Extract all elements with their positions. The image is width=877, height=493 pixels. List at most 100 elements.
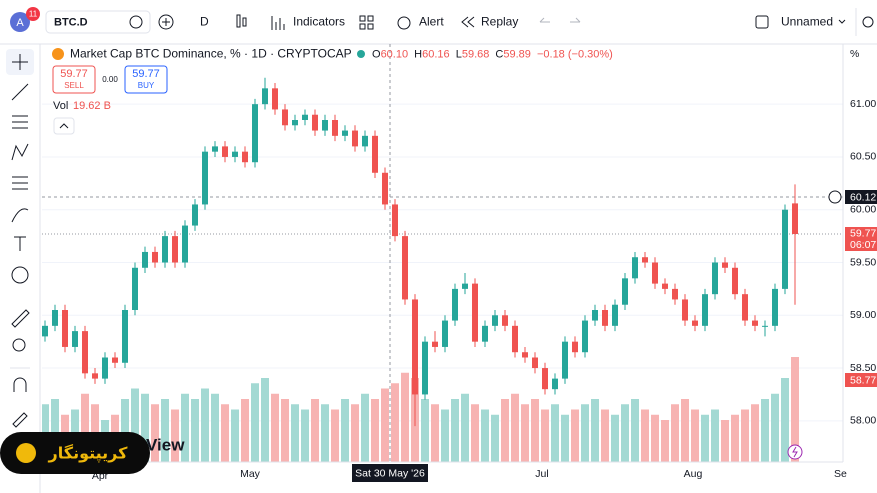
volume-bar <box>311 399 319 462</box>
volume-bar <box>201 388 209 462</box>
volume-bar <box>531 399 539 462</box>
volume-bar <box>381 388 389 462</box>
volume-bar <box>561 414 569 462</box>
volume-bar <box>601 409 609 462</box>
sell-price: 59.77 <box>60 68 88 80</box>
volume-bar <box>551 404 559 462</box>
events-bolt <box>792 446 798 458</box>
volume-bar <box>691 409 699 462</box>
trend-line-tool[interactable] <box>11 83 29 101</box>
volume-bar <box>171 409 179 462</box>
alert-button[interactable]: Alert <box>419 15 444 29</box>
volume-bar <box>721 420 729 462</box>
plus-button[interactable] <box>828 190 842 204</box>
candle-body <box>252 104 258 163</box>
fib-tool[interactable] <box>12 115 28 129</box>
candle-body <box>512 325 518 353</box>
candle-body <box>682 299 688 321</box>
candle-body <box>82 331 88 374</box>
volume-bar <box>791 357 799 462</box>
volume-bar <box>641 409 649 462</box>
price-ticks: 58.00 58.50 59.00 59.50 60.00 60.50 61.00 <box>850 98 876 427</box>
chevron <box>838 19 846 24</box>
h-value: 60.16 <box>422 48 450 60</box>
candle-body <box>532 357 538 369</box>
layout-box[interactable] <box>755 15 769 29</box>
candle-body <box>392 204 398 237</box>
candle-body <box>522 352 528 358</box>
candle-body <box>432 341 438 347</box>
candle-body <box>302 114 308 120</box>
candle-body <box>312 114 318 131</box>
symbol-logo <box>52 48 64 60</box>
compare-icon[interactable] <box>129 15 143 29</box>
alert-icon <box>397 16 411 30</box>
candle-body <box>332 120 338 136</box>
countdown: 06:07 <box>850 239 876 251</box>
o-label: O <box>372 48 381 60</box>
symbol-search[interactable] <box>45 10 151 34</box>
candle-body <box>422 341 428 395</box>
low-mark-box <box>845 373 877 387</box>
volume-bar <box>361 393 369 462</box>
redo-icon[interactable] <box>570 17 581 23</box>
candle-body <box>672 288 678 300</box>
volume-bar <box>191 399 199 462</box>
candle-body <box>582 320 588 353</box>
buy-button[interactable] <box>124 65 168 94</box>
candle-body <box>152 251 158 263</box>
volume-bar <box>631 399 639 462</box>
settings-icon[interactable] <box>862 16 874 28</box>
undo-icon[interactable] <box>539 17 550 23</box>
volume-bar <box>771 393 779 462</box>
logo-text: کریپتونگار <box>48 444 129 464</box>
time-label: Jul <box>535 468 548 480</box>
logo-badge <box>0 432 150 474</box>
y-tick-label: 58.50 <box>850 362 876 374</box>
lock-tool[interactable] <box>12 412 28 428</box>
text-tool[interactable] <box>14 236 26 251</box>
y-tick-label: 59.50 <box>850 256 876 268</box>
ruler-tool[interactable] <box>11 309 30 328</box>
volume-bar <box>51 399 59 462</box>
candle-body <box>492 315 498 326</box>
layout-name[interactable]: Unnamed <box>781 15 833 29</box>
indicators-button[interactable]: Indicators <box>293 15 345 29</box>
volume-bar <box>281 399 289 462</box>
symbol: BTC.D <box>54 16 88 28</box>
interval[interactable]: D <box>200 15 209 29</box>
candle-body <box>562 341 568 379</box>
y-tick-label: 60.50 <box>850 151 876 163</box>
volume-bar <box>211 393 219 462</box>
candle-body <box>132 267 138 310</box>
brush-tool[interactable] <box>11 208 29 223</box>
avatar[interactable] <box>10 12 30 32</box>
crosshair-tool[interactable] <box>12 54 28 70</box>
magnet-tool[interactable] <box>13 377 27 392</box>
sell-label: SELL <box>64 81 84 90</box>
candle-body <box>502 315 508 326</box>
pattern-tool[interactable] <box>11 143 29 161</box>
crosshair-price-box <box>845 190 877 204</box>
replay-button[interactable]: Replay <box>481 15 518 29</box>
volume-bar <box>431 404 439 462</box>
layout-icon[interactable] <box>359 15 366 22</box>
legend: Market Cap BTC Dominance, % · 1D · CRYPT… <box>52 47 613 135</box>
sell-button[interactable] <box>52 65 96 94</box>
candle-body <box>262 88 268 105</box>
candle-body <box>372 135 378 173</box>
chart-type-icon[interactable] <box>236 14 241 28</box>
emoji-tool[interactable] <box>11 266 29 284</box>
volume-bar <box>161 399 169 462</box>
zoom-tool[interactable] <box>12 338 26 352</box>
volume-bar <box>521 404 529 462</box>
price-unit: % <box>850 48 859 60</box>
candle-body <box>52 310 58 326</box>
replay-icon <box>461 16 475 28</box>
time-axis: Apr May Jul Aug Se Sat 30 May '26 <box>92 464 847 482</box>
candle-body <box>612 304 618 326</box>
collapse-button[interactable] <box>53 117 75 135</box>
add-icon[interactable] <box>158 14 174 30</box>
forecast-tool[interactable] <box>12 176 28 190</box>
spread: 0.00 <box>102 75 118 84</box>
